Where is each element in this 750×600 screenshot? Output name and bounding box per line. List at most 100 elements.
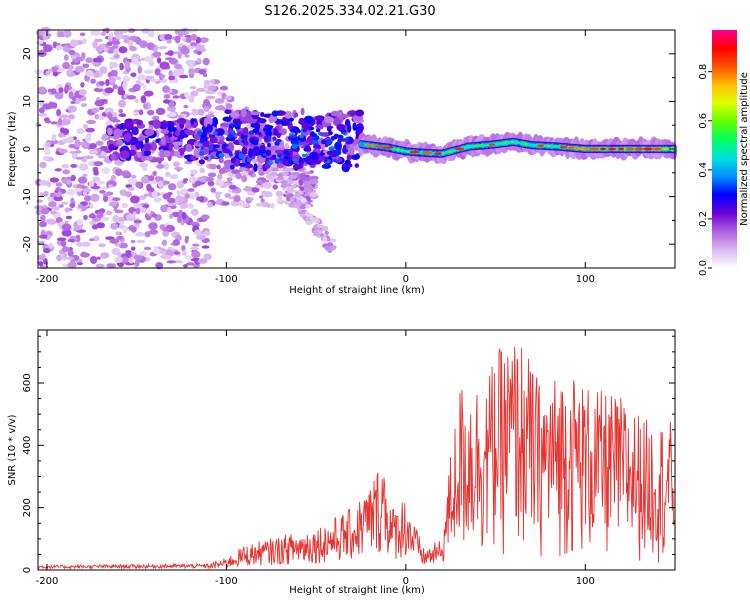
- spectrogram-blob: [365, 144, 375, 147]
- spectrogram-blob: [223, 182, 233, 186]
- spectrogram-blob: [94, 38, 103, 43]
- spectrogram-blob: [62, 128, 70, 136]
- spectrogram-blob: [191, 108, 198, 113]
- spectrogram-blob: [78, 203, 83, 209]
- spectrogram-blob: [225, 103, 233, 109]
- spectrogram-blob: [36, 199, 44, 203]
- snr-xtick-label: -100: [215, 576, 238, 587]
- spectrogram-ytick-label: 10: [22, 95, 33, 108]
- spectrogram-blob: [196, 196, 202, 201]
- spectrogram-blob: [634, 147, 644, 151]
- spectrogram-blob: [319, 152, 326, 156]
- spectrogram-blob: [262, 182, 272, 189]
- spectrogram-blob: [324, 230, 329, 235]
- spectrogram-blob: [270, 171, 278, 178]
- spectrogram-blob: [183, 104, 189, 109]
- spectrogram-blob: [309, 170, 314, 174]
- spectrogram-blob: [131, 126, 139, 135]
- spectrogram-blob: [49, 192, 56, 198]
- snr-xlabel: Height of straight line (km): [289, 585, 425, 596]
- spectrogram-blob: [203, 230, 211, 236]
- spectrogram-blob: [130, 246, 136, 251]
- spectrogram-blob: [61, 246, 71, 252]
- spectrogram-blob: [198, 159, 205, 165]
- spectrogram-blob: [105, 79, 110, 86]
- spectrogram-ylabel: Frequency (Hz): [7, 111, 18, 187]
- spectrogram-blob: [70, 101, 76, 104]
- snr-series-line: [37, 346, 676, 570]
- spectrogram-blob: [224, 193, 232, 198]
- spectrogram-blob: [222, 148, 231, 154]
- spectrogram-blob: [207, 111, 215, 115]
- spectrogram-blob: [112, 84, 118, 90]
- spectrogram-blob: [346, 147, 355, 156]
- spectrogram-blob: [159, 61, 170, 70]
- spectrogram-blob: [69, 202, 76, 209]
- spectrogram-blob: [488, 143, 496, 146]
- spectrogram-blob: [260, 201, 271, 208]
- spectrogram-blob: [95, 263, 105, 268]
- spectrogram-blob: [263, 127, 267, 132]
- spectrogram-blob: [169, 136, 179, 141]
- spectrogram-blob: [45, 70, 50, 76]
- spectrogram-blob: [290, 172, 300, 176]
- spectrogram-blob: [149, 78, 160, 82]
- spectrogram-ytick-label: 0: [22, 146, 33, 152]
- spectrogram-blob: [175, 35, 181, 44]
- spectrogram-blob: [113, 48, 119, 55]
- spectrogram-blob: [201, 214, 210, 220]
- spectrogram-blob: [297, 200, 303, 207]
- spectrogram-blob: [47, 235, 52, 239]
- spectrogram-blob: [67, 114, 75, 120]
- spectrogram-blob: [148, 187, 155, 193]
- spectrogram-blob: [259, 195, 264, 199]
- spectrogram-blob: [39, 192, 44, 198]
- spectrogram-blob: [141, 155, 146, 162]
- spectrogram-blob: [189, 169, 198, 175]
- spectrogram-blob: [129, 214, 135, 218]
- spectrogram-blob: [252, 139, 259, 146]
- spectrogram-blob: [53, 195, 64, 202]
- spectrogram-blob: [143, 156, 154, 161]
- spectrogram-xtick-label: 100: [576, 274, 595, 285]
- spectrogram-blob: [180, 202, 189, 209]
- spectrogram-blob: [74, 188, 83, 192]
- spectrogram-blob: [270, 203, 275, 209]
- spectrogram-blob: [112, 214, 120, 223]
- spectrogram-blob: [188, 95, 195, 103]
- snr-frame: [37, 329, 676, 571]
- spectrogram-blob: [600, 147, 607, 151]
- spectrogram-blob: [197, 258, 208, 264]
- spectrogram-blob: [221, 201, 230, 205]
- spectrogram-blob: [100, 32, 107, 36]
- spectrogram-blob: [89, 203, 94, 209]
- spectrogram-blob: [337, 138, 342, 144]
- spectrogram-blob: [241, 175, 248, 183]
- spectrogram-blob: [83, 123, 88, 130]
- spectrogram-blob: [221, 143, 227, 148]
- spectrogram-blob: [110, 222, 119, 230]
- spectrogram-blob: [253, 163, 258, 172]
- spectrogram-blob: [161, 239, 167, 246]
- snr-xtick-label: -200: [36, 576, 59, 587]
- spectrogram-blob: [184, 255, 194, 260]
- spectrogram-blob: [267, 125, 274, 129]
- spectrogram-blob: [242, 127, 249, 136]
- spectrogram-blob: [42, 103, 53, 110]
- spectrogram-blob: [319, 233, 325, 237]
- spectrogram-blob: [174, 63, 183, 70]
- spectrogram-blob: [296, 191, 304, 195]
- spectrogram-blob: [192, 243, 200, 247]
- spectrogram-blob: [119, 62, 124, 71]
- spectrogram-blob: [184, 193, 190, 199]
- spectrogram-blob: [37, 254, 46, 261]
- spectrogram-blob: [119, 221, 125, 226]
- spectrogram-blob: [196, 58, 202, 63]
- spectrogram-blob: [65, 215, 72, 220]
- spectrogram-blob: [163, 94, 171, 99]
- spectrogram-blob: [421, 151, 433, 155]
- spectrogram-blob: [281, 121, 290, 126]
- spectrogram-blob: [46, 181, 52, 188]
